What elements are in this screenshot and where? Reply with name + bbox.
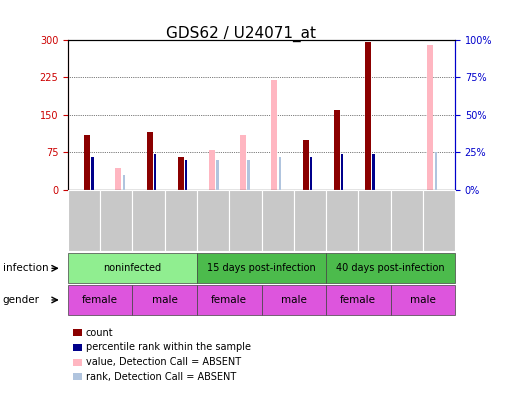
Bar — [68, 253, 197, 283]
Bar — [68, 285, 132, 315]
Bar — [435, 152, 437, 190]
Bar — [73, 329, 82, 336]
Bar — [372, 154, 374, 190]
Text: count: count — [86, 327, 113, 338]
Bar — [154, 154, 156, 190]
Bar — [229, 190, 262, 251]
Bar — [73, 344, 82, 351]
Text: value, Detection Call = ABSENT: value, Detection Call = ABSENT — [86, 357, 241, 367]
Text: female: female — [211, 295, 247, 305]
Text: female: female — [340, 295, 376, 305]
Text: male: male — [281, 295, 306, 305]
Bar — [391, 285, 455, 315]
Bar — [209, 150, 215, 190]
Bar — [326, 190, 358, 251]
Bar — [92, 157, 94, 190]
Bar — [391, 190, 423, 251]
Bar — [73, 373, 82, 380]
Bar — [279, 157, 281, 190]
Bar — [84, 135, 90, 190]
Bar — [358, 190, 391, 251]
Bar — [294, 190, 326, 251]
Bar — [216, 160, 219, 190]
Bar — [146, 132, 153, 190]
Bar — [365, 42, 371, 190]
Text: rank, Detection Call = ABSENT: rank, Detection Call = ABSENT — [86, 371, 236, 382]
Bar — [73, 359, 82, 366]
Bar — [262, 285, 326, 315]
Bar — [68, 190, 100, 251]
Bar — [326, 285, 391, 315]
Text: male: male — [152, 295, 178, 305]
Bar — [423, 190, 455, 251]
Bar — [427, 45, 434, 190]
Bar — [132, 190, 165, 251]
Bar — [132, 285, 197, 315]
Bar — [115, 168, 121, 190]
Bar — [240, 135, 246, 190]
Bar — [100, 190, 132, 251]
Text: male: male — [410, 295, 436, 305]
Bar — [197, 190, 229, 251]
Bar — [326, 253, 455, 283]
Bar — [197, 285, 262, 315]
Bar — [122, 175, 125, 190]
Text: gender: gender — [3, 295, 40, 305]
Bar — [185, 160, 187, 190]
Bar — [334, 110, 340, 190]
Text: percentile rank within the sample: percentile rank within the sample — [86, 342, 251, 352]
Bar — [341, 154, 344, 190]
Text: 40 days post-infection: 40 days post-infection — [336, 263, 445, 273]
Bar — [178, 158, 184, 190]
Text: 15 days post-infection: 15 days post-infection — [207, 263, 316, 273]
Bar — [197, 253, 326, 283]
Text: GDS62 / U24071_at: GDS62 / U24071_at — [166, 26, 315, 42]
Bar — [262, 190, 294, 251]
Bar — [310, 157, 312, 190]
Bar — [247, 160, 250, 190]
Text: infection: infection — [3, 263, 48, 273]
Bar — [165, 190, 197, 251]
Bar — [271, 80, 277, 190]
Text: female: female — [82, 295, 118, 305]
Text: noninfected: noninfected — [104, 263, 162, 273]
Bar — [303, 140, 309, 190]
